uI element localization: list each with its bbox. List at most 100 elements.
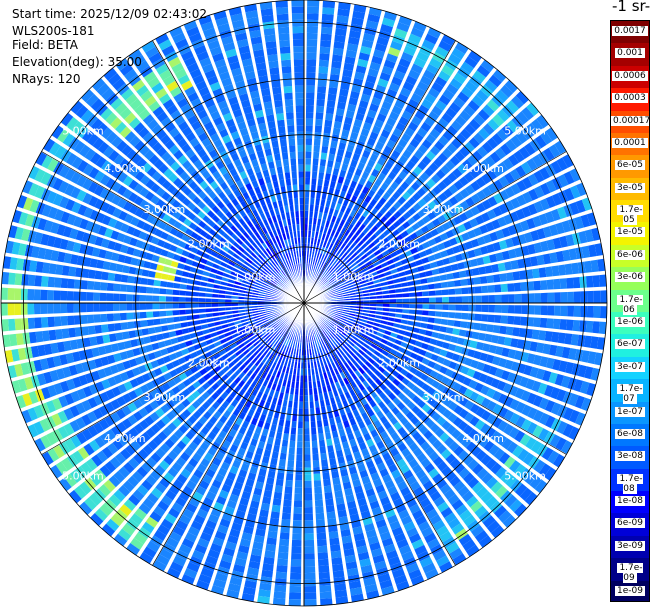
range-gate-cell bbox=[221, 77, 233, 87]
range-gate-cell bbox=[168, 56, 182, 68]
range-gate-cell bbox=[191, 120, 202, 131]
range-gate-cell bbox=[297, 414, 303, 422]
range-gate-cell bbox=[35, 260, 44, 273]
range-gate-cell bbox=[47, 384, 57, 398]
range-gate-cell bbox=[268, 337, 275, 344]
range-gate-cell bbox=[282, 330, 288, 337]
range-gate-cell bbox=[145, 456, 157, 468]
range-gate-cell bbox=[27, 303, 35, 315]
range-gate-cell bbox=[66, 303, 74, 313]
range-gate-cell bbox=[371, 275, 380, 281]
range-gate-cell bbox=[449, 458, 461, 470]
range-gate-cell bbox=[216, 122, 227, 132]
range-gate-cell bbox=[332, 437, 340, 445]
range-gate-cell bbox=[317, 565, 330, 573]
range-gate-cell bbox=[249, 500, 260, 509]
range-gate-cell bbox=[160, 280, 168, 288]
range-gate-cell bbox=[555, 250, 565, 263]
range-gate-cell bbox=[81, 413, 92, 426]
range-gate-cell bbox=[534, 479, 548, 494]
range-gate-cell bbox=[92, 137, 105, 150]
range-gate-cell bbox=[497, 161, 509, 174]
range-gate-cell bbox=[395, 248, 404, 256]
range-gate-cell bbox=[250, 364, 257, 372]
range-gate-cell bbox=[193, 514, 206, 525]
range-gate-cell bbox=[382, 294, 390, 299]
range-gate-cell bbox=[491, 133, 504, 146]
range-gate-cell bbox=[328, 87, 338, 95]
range-gate-cell bbox=[197, 573, 212, 584]
range-gate-cell bbox=[263, 449, 271, 458]
range-gate-cell bbox=[373, 456, 384, 466]
range-gate-cell bbox=[382, 370, 391, 378]
range-gate-cell bbox=[169, 561, 184, 573]
range-gate-cell bbox=[408, 69, 421, 80]
range-gate-cell bbox=[477, 109, 491, 122]
range-gate-cell bbox=[125, 542, 140, 556]
range-gate-cell bbox=[199, 229, 209, 238]
range-gate-cell bbox=[119, 371, 129, 382]
range-gate-cell bbox=[111, 251, 120, 262]
range-gate-cell bbox=[280, 329, 286, 336]
range-gate-cell bbox=[281, 240, 286, 248]
range-gate-cell bbox=[253, 249, 260, 256]
range-gate-cell bbox=[94, 198, 105, 210]
range-gate-cell bbox=[243, 391, 251, 400]
range-gate-cell bbox=[536, 114, 550, 129]
range-gate-cell bbox=[104, 401, 115, 413]
range-gate-cell bbox=[281, 192, 288, 200]
range-gate-cell bbox=[476, 257, 485, 266]
range-gate-cell bbox=[465, 184, 476, 196]
range-gate-cell bbox=[506, 272, 514, 282]
range-gate-cell bbox=[224, 252, 233, 260]
range-gate-cell bbox=[364, 115, 375, 125]
range-gate-cell bbox=[271, 279, 278, 285]
range-gate-cell bbox=[22, 179, 34, 194]
range-gate-cell bbox=[291, 0, 304, 7]
range-gate-cell bbox=[304, 414, 309, 422]
range-gate-cell bbox=[234, 221, 242, 229]
range-gate-cell bbox=[320, 459, 329, 467]
range-gate-cell bbox=[3, 255, 12, 269]
range-gate-cell bbox=[400, 87, 412, 98]
range-gate-cell bbox=[247, 560, 261, 570]
range-gate-cell bbox=[509, 479, 523, 493]
range-gate-cell bbox=[455, 504, 468, 517]
range-gate-cell bbox=[425, 508, 439, 520]
range-gate-cell bbox=[445, 453, 457, 465]
range-gate-cell bbox=[49, 464, 63, 479]
range-gate-cell bbox=[313, 138, 322, 146]
range-gate-cell bbox=[401, 396, 411, 406]
range-gate-cell bbox=[313, 145, 321, 153]
range-gate-cell bbox=[107, 239, 117, 250]
range-gate-cell bbox=[532, 268, 540, 279]
range-gate-cell bbox=[236, 237, 244, 245]
range-gate-cell bbox=[321, 20, 334, 28]
range-gate-cell bbox=[264, 443, 273, 451]
range-gate-cell bbox=[236, 38, 250, 48]
range-gate-cell bbox=[93, 281, 101, 291]
range-gate-cell bbox=[124, 130, 137, 143]
range-gate-cell bbox=[220, 106, 231, 116]
range-gate-cell bbox=[329, 322, 336, 328]
range-gate-cell bbox=[298, 395, 303, 402]
range-gate-cell bbox=[415, 379, 425, 389]
range-gate-cell bbox=[370, 257, 379, 264]
range-gate-cell bbox=[411, 539, 425, 550]
range-gate-cell bbox=[545, 266, 553, 278]
range-gate-cell bbox=[77, 446, 90, 460]
range-gate-cell bbox=[185, 502, 198, 514]
range-gate-cell bbox=[179, 315, 187, 322]
range-gate-cell bbox=[411, 464, 423, 475]
range-gate-cell bbox=[313, 473, 321, 481]
range-gate-cell bbox=[115, 331, 124, 341]
range-gate-cell bbox=[140, 479, 153, 491]
range-gate-cell bbox=[180, 103, 192, 114]
range-gate-cell bbox=[166, 281, 174, 288]
range-gate-cell bbox=[397, 392, 406, 401]
range-gate-cell bbox=[391, 76, 404, 87]
range-gate-cell bbox=[341, 272, 349, 278]
range-gate-cell bbox=[199, 57, 212, 68]
range-gate-cell bbox=[335, 503, 346, 512]
range-gate-cell bbox=[250, 402, 258, 411]
